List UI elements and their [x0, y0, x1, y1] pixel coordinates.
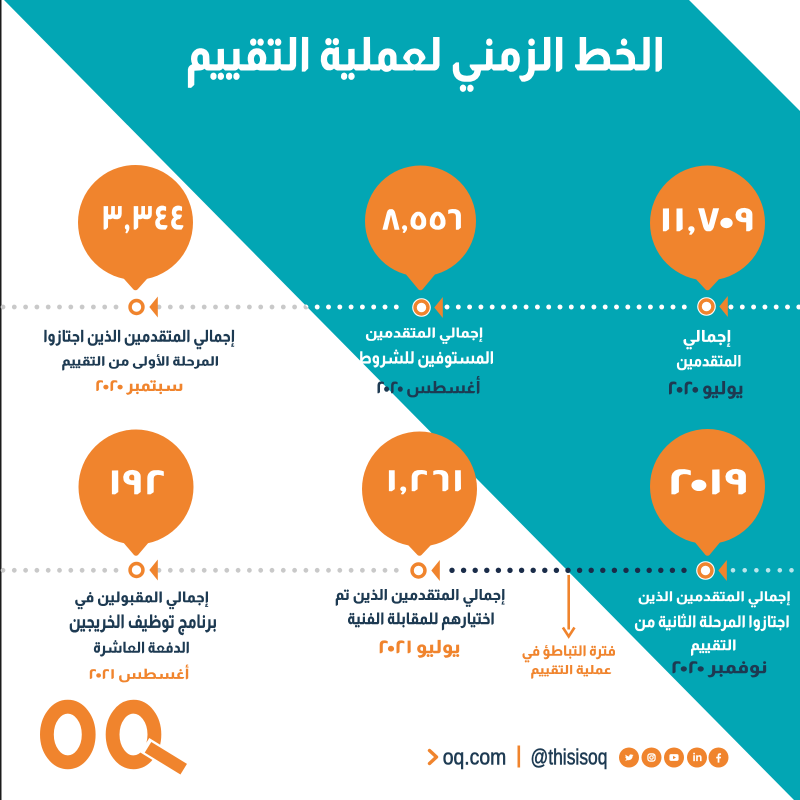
svg-text:@thisisoq: @thisisoq [531, 745, 608, 770]
svg-text:oq.com: oq.com [443, 745, 507, 770]
